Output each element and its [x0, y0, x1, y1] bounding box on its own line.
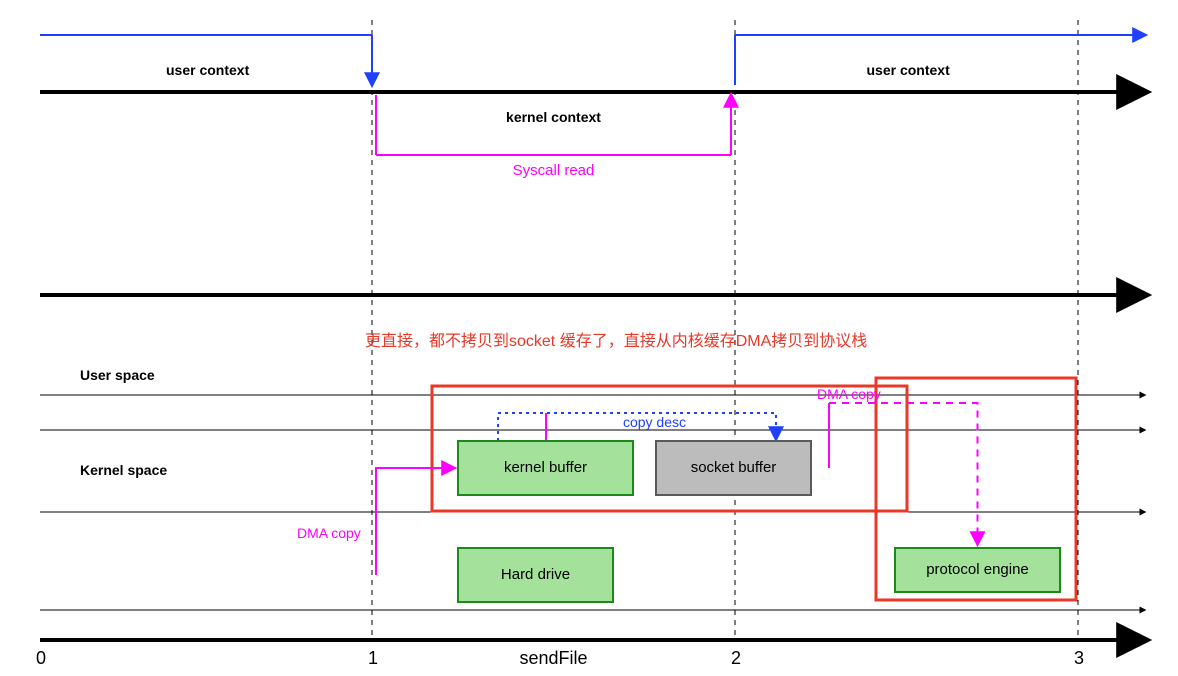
annotation-text: 更直接，都不拷贝到socket 缓存了，直接从内核缓存DMA拷贝到协议栈	[365, 332, 867, 350]
svg-text:1: 1	[368, 648, 378, 668]
diagram-nodes: kernel buffer socket buffer Hard drive prot…	[458, 441, 1060, 602]
syscall-label: Syscall read	[513, 162, 595, 179]
dma-copy-label-2: DMA copy	[817, 386, 881, 402]
svg-text:protocol engine: protocol engine	[926, 561, 1029, 578]
copy-desc-label: copy desc	[623, 414, 686, 430]
dma-copy-label-1: DMA copy	[297, 525, 361, 541]
axis-center-label: sendFile	[519, 648, 587, 668]
svg-text:0: 0	[36, 648, 46, 668]
node-hard_drive: Hard drive	[458, 548, 613, 602]
svg-text:kernel buffer: kernel buffer	[504, 459, 587, 476]
kernel-space-label: Kernel space	[80, 462, 167, 478]
kernel-context-label: kernel context	[506, 109, 601, 125]
svg-text:socket buffer: socket buffer	[691, 459, 777, 476]
user-context-label-right: user context	[867, 62, 951, 78]
user-space-label: User space	[80, 367, 155, 383]
node-kernel_buffer: kernel buffer	[458, 441, 633, 495]
svg-text:Hard drive: Hard drive	[501, 566, 570, 583]
user-context-label-left: user context	[166, 62, 250, 78]
svg-text:2: 2	[731, 648, 741, 668]
node-socket_buffer: socket buffer	[656, 441, 811, 495]
svg-text:3: 3	[1074, 648, 1084, 668]
node-protocol: protocol engine	[895, 548, 1060, 592]
dma-path-hard-drive-to-kernel	[376, 468, 454, 575]
syscall-bracket	[376, 95, 731, 155]
